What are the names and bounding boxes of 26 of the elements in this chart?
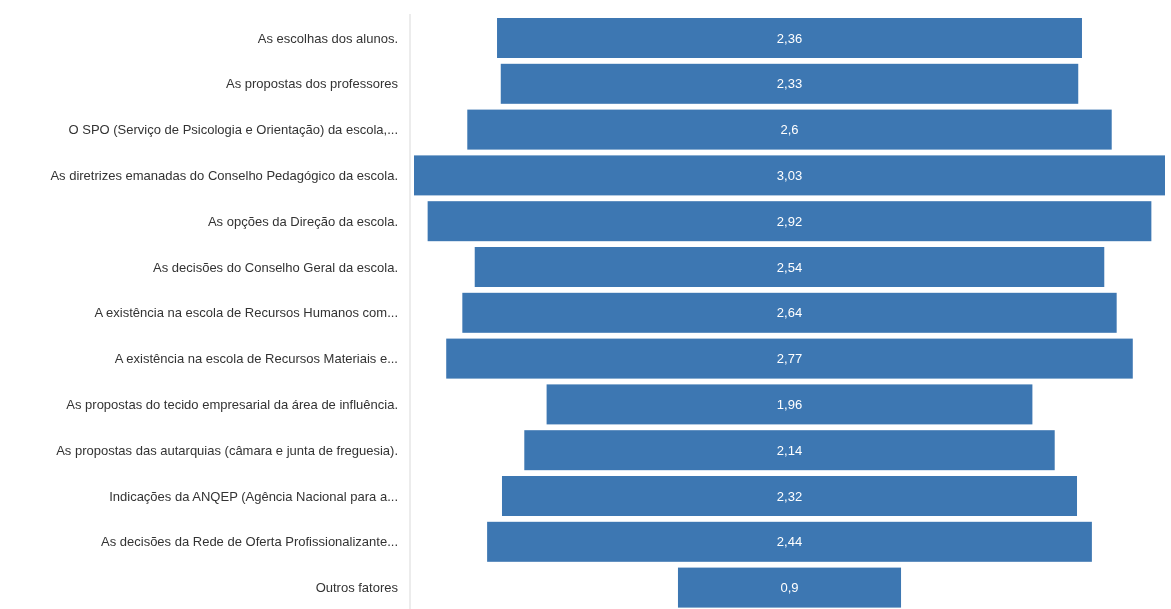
category-label: As diretrizes emanadas do Conselho Pedagógico da escola. (50, 167, 398, 183)
category-label: As propostas das autarquias (câmara e junta de freguesia). (56, 442, 398, 458)
category-label: As decisões do Conselho Geral da escola. (153, 259, 398, 275)
category-label: As escolhas dos alunos. (257, 30, 398, 46)
data-label: 0,9 (780, 580, 799, 596)
data-label: 2,32 (776, 488, 803, 504)
category-label: Indicações da ANQEP (Agência Nacional para a... (109, 488, 398, 504)
data-label: 2,33 (776, 76, 803, 92)
category-label: Outros fatores (315, 580, 399, 596)
category-label: O SPO (Serviço de Psicologia e Orientação) da escola,... (68, 122, 398, 138)
category-label: As propostas dos professores (226, 76, 399, 92)
data-label: 2,64 (776, 305, 803, 321)
data-label: 2,77 (776, 351, 803, 367)
data-label: 1,96 (776, 396, 803, 412)
data-label: 2,54 (776, 259, 803, 275)
data-label: 2,36 (776, 30, 803, 46)
category-label: As opções da Direção da escola. (207, 213, 398, 229)
category-label: A existência na escola de Recursos Materiais e... (114, 351, 398, 367)
category-label: As decisões da Rede de Oferta Profissionalizante... (101, 534, 398, 550)
category-label: As propostas do tecido empresarial da área de influência. (66, 396, 398, 412)
data-label: 2,6 (780, 122, 799, 138)
data-label: 2,44 (776, 534, 803, 550)
data-label: 2,92 (776, 213, 803, 229)
category-label: A existência na escola de Recursos Humanos com... (94, 305, 398, 321)
data-label: 2,14 (776, 442, 803, 458)
data-label: 3,03 (776, 167, 803, 183)
